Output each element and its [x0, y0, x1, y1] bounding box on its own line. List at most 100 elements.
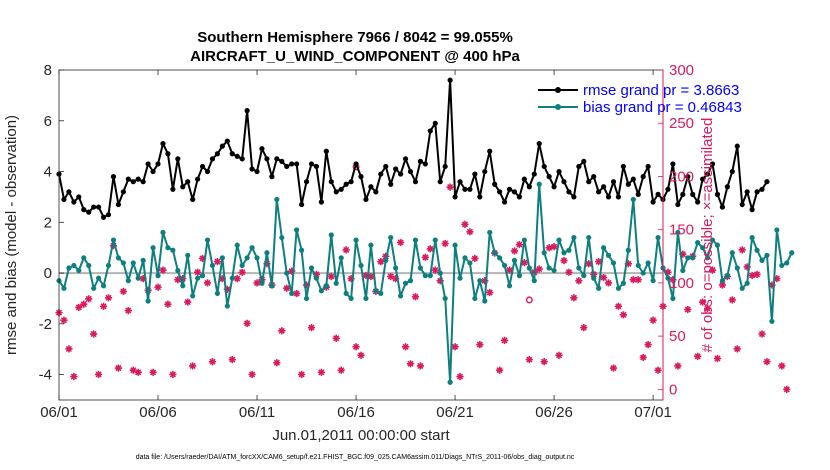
- rmse-point: [115, 201, 122, 208]
- rmse-point: [709, 161, 716, 167]
- bias-point: [66, 265, 72, 271]
- rmse-point: [576, 163, 582, 170]
- x-tick-label: 07/01: [634, 404, 672, 421]
- obs-assimilated-point: [783, 385, 791, 393]
- obs-assimilated-point: [699, 298, 707, 306]
- rmse-point: [298, 201, 305, 208]
- rmse-point: [714, 191, 721, 197]
- rmse-point: [135, 176, 141, 182]
- bias-point: [81, 255, 87, 261]
- rmse-point: [190, 196, 196, 203]
- rmse-point: [269, 174, 275, 180]
- obs-assimilated-point: [421, 253, 429, 261]
- rmse-point: [729, 168, 735, 175]
- bias-point: [353, 237, 359, 243]
- obs-assimilated-point: [297, 370, 306, 379]
- rmse-point: [318, 199, 324, 205]
- bias-point: [224, 303, 230, 309]
- legend-rmse-label: rmse grand pr = 3.8663: [583, 82, 739, 99]
- bias-point: [492, 250, 498, 256]
- obs-assimilated-point: [213, 258, 222, 266]
- rmse-point: [596, 189, 602, 195]
- bias-point: [279, 234, 285, 241]
- rmse-point: [447, 77, 453, 83]
- bias-point: [724, 273, 730, 279]
- rmse-point: [526, 184, 532, 190]
- obs-assimilated-point: [570, 294, 578, 302]
- bias-point: [145, 298, 151, 304]
- bias-point: [561, 250, 567, 256]
- y2-tick-label: 200: [669, 168, 694, 185]
- plot-area: [59, 70, 663, 400]
- bias-point: [472, 295, 478, 302]
- obs-assimilated-point: [154, 283, 162, 291]
- rmse-point: [140, 179, 146, 185]
- obs-assimilated-point: [149, 368, 157, 376]
- obs-assimilated-point: [80, 300, 88, 308]
- bias-point: [269, 283, 275, 289]
- bias-point: [294, 227, 300, 233]
- bias-point: [199, 273, 206, 279]
- rmse-point: [739, 201, 745, 208]
- bias-point: [675, 229, 681, 236]
- bias-point: [125, 278, 131, 284]
- bias-point: [551, 267, 557, 274]
- rmse-point: [204, 168, 211, 175]
- obs-assimilated-point: [342, 246, 350, 254]
- obs-assimilated-point: [426, 245, 434, 253]
- bias-point: [744, 280, 750, 286]
- bias-point: [155, 273, 161, 279]
- rmse-point: [472, 171, 478, 177]
- bias-point: [160, 229, 166, 236]
- obs-assimilated-point: [327, 272, 335, 281]
- bias-point: [670, 295, 676, 302]
- obs-assimilated-point: [540, 358, 548, 366]
- rmse-point: [437, 179, 443, 185]
- rmse-point: [86, 209, 92, 215]
- rmse-point: [303, 179, 310, 185]
- obs-assimilated-point: [758, 330, 766, 338]
- obs-assimilated-point: [238, 268, 246, 276]
- rmse-point: [195, 176, 201, 182]
- obs-assimilated-point: [248, 370, 256, 379]
- bias-point: [338, 255, 344, 261]
- rmse-point: [541, 163, 547, 170]
- rmse-point: [719, 204, 726, 210]
- obs-assimilated-point: [694, 352, 702, 360]
- rmse-point: [680, 191, 686, 197]
- bias-point: [363, 295, 369, 302]
- rmse-point: [308, 161, 315, 167]
- bias-point: [383, 257, 389, 263]
- obs-assimilated-point: [510, 247, 519, 255]
- rmse-point: [600, 184, 607, 190]
- obs-assimilated-point: [471, 254, 479, 263]
- bias-point: [254, 255, 260, 261]
- obs-assimilated-point: [451, 343, 459, 351]
- obs-assimilated-point: [456, 372, 464, 381]
- rmse-point: [373, 189, 379, 195]
- bias-point: [605, 252, 612, 258]
- bias-point: [150, 245, 156, 251]
- bias-point: [86, 262, 92, 269]
- bias-point: [373, 288, 379, 294]
- bias-point: [482, 298, 488, 304]
- bias-point: [76, 267, 82, 274]
- obs-assimilated-point: [466, 228, 474, 236]
- rmse-point: [482, 168, 488, 175]
- bias-point: [556, 237, 562, 243]
- y-tick-label: 4: [44, 164, 52, 181]
- obs-assimilated-point: [75, 303, 83, 311]
- bias-point: [536, 181, 542, 187]
- obs-assimilated-point: [357, 351, 365, 359]
- rmse-point: [170, 186, 176, 192]
- bias-point: [432, 237, 438, 243]
- bias-point: [650, 278, 656, 284]
- bias-point: [497, 255, 503, 261]
- bias-point: [581, 273, 587, 279]
- bias-point: [244, 255, 250, 261]
- rmse-point: [536, 141, 542, 147]
- obs-assimilated-point: [580, 324, 588, 332]
- bias-point: [571, 234, 577, 241]
- y2-tick-label: 50: [669, 328, 686, 345]
- rmse-point: [234, 153, 240, 159]
